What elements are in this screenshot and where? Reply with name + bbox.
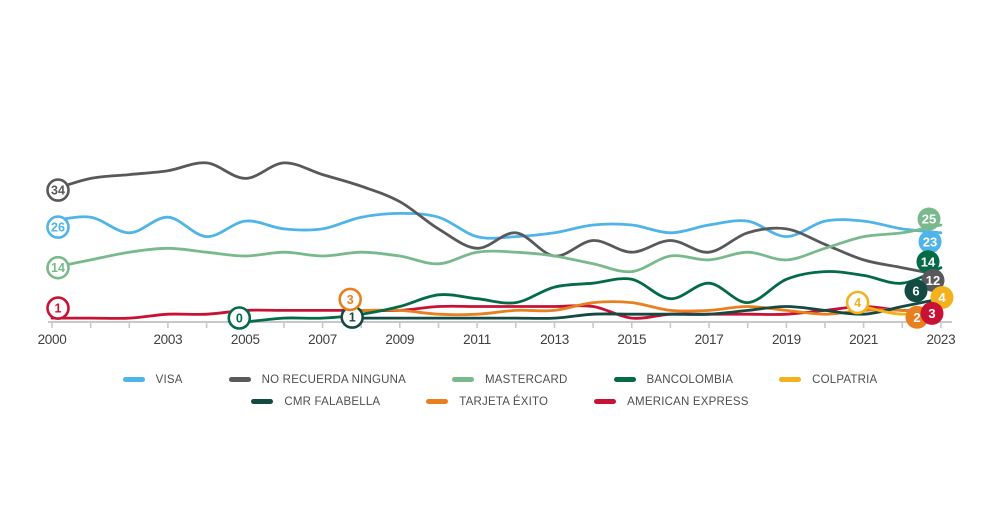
legend-label-colpatria: COLPATRIA bbox=[812, 373, 878, 386]
start-badge-american-express: 1 bbox=[46, 296, 70, 320]
end-badge-cmr-falabella: 6 bbox=[904, 279, 928, 303]
start-badge-circle-bancolombia bbox=[227, 306, 252, 330]
start-badge-value-no-recuerda-ninguna: 34 bbox=[51, 184, 65, 198]
end-badge-circle-cmr-falabella bbox=[904, 279, 928, 303]
legend-label-cmr-falabella: CMR FALABELLA bbox=[284, 395, 381, 408]
x-axis-label-2005: 2005 bbox=[231, 332, 260, 347]
legend-swatch-colpatria bbox=[779, 377, 802, 382]
start-badge-visa: 26 bbox=[46, 215, 70, 239]
x-axis-label-2015: 2015 bbox=[617, 332, 646, 347]
x-axis-label-2017: 2017 bbox=[695, 332, 724, 347]
start-badge-circle-colpatria bbox=[845, 290, 870, 315]
x-axis-label-2007: 2007 bbox=[308, 332, 337, 347]
legend-item-no-recuerda-ninguna: NO RECUERDA NINGUNA bbox=[228, 373, 407, 386]
end-badge-circle-american-express bbox=[920, 301, 944, 325]
end-badge-value-bancolombia: 14 bbox=[921, 254, 936, 269]
legend-label-bancolombia: BANCOLOMBIA bbox=[646, 373, 734, 386]
start-badge-circle-mastercard bbox=[46, 255, 70, 280]
start-badge-value-american-express: 1 bbox=[55, 302, 62, 316]
end-badge-value-american-express: 3 bbox=[928, 306, 935, 321]
x-axis-label-2000: 2000 bbox=[38, 332, 67, 347]
end-badge-value-colpatria: 4 bbox=[938, 290, 946, 305]
end-badge-mastercard: 25 bbox=[917, 207, 941, 231]
series-line-mastercard bbox=[50, 223, 943, 274]
start-badge-no-recuerda-ninguna: 34 bbox=[46, 178, 70, 202]
start-badge-circle-american-express bbox=[46, 296, 70, 320]
x-axis-label-2013: 2013 bbox=[540, 332, 569, 347]
series-line-cmr-falabella bbox=[359, 297, 943, 320]
start-badge-value-mastercard: 14 bbox=[51, 261, 65, 275]
end-badge-circle-no-recuerda-ninguna bbox=[921, 268, 945, 292]
legend-swatch-visa bbox=[122, 377, 145, 382]
start-badge-value-colpatria: 4 bbox=[854, 296, 861, 310]
start-badge-circle-visa bbox=[46, 215, 70, 239]
legend-label-mastercard: MASTERCARD bbox=[485, 373, 568, 386]
x-axis-label-2009: 2009 bbox=[385, 332, 414, 347]
start-badge-value-tarjeta-exito: 3 bbox=[347, 293, 354, 307]
end-badge-value-mastercard: 25 bbox=[922, 212, 936, 227]
start-badge-mastercard: 14 bbox=[46, 255, 70, 280]
x-axis-label-2023: 2023 bbox=[926, 332, 955, 347]
start-badge-bancolombia: 0 bbox=[227, 306, 252, 330]
start-badge-circle-tarjeta-exito bbox=[338, 287, 363, 312]
legend-swatch-bancolombia bbox=[613, 377, 636, 382]
end-badge-circle-bancolombia bbox=[916, 250, 940, 274]
legend-item-cmr-falabella: CMR FALABELLA bbox=[251, 396, 380, 408]
end-badge-value-visa: 23 bbox=[923, 234, 937, 249]
legend-item-bancolombia: BANCOLOMBIA bbox=[613, 373, 734, 386]
legend-row-1: VISA NO RECUERDA NINGUNA MASTERCARD BANCOLO… bbox=[0, 372, 1000, 387]
legend-item-colpatria: COLPATRIA bbox=[779, 374, 877, 386]
start-badge-value-visa: 26 bbox=[51, 221, 65, 235]
legend-swatch-tarjeta-exito bbox=[426, 399, 449, 404]
start-badge-value-bancolombia: 0 bbox=[236, 312, 243, 326]
legend-swatch-american-express bbox=[594, 399, 617, 404]
end-badge-circle-visa bbox=[918, 230, 942, 254]
legend-swatch-mastercard bbox=[452, 377, 475, 382]
x-axis-label-2021: 2021 bbox=[849, 332, 878, 347]
end-badge-no-recuerda-ninguna: 12 bbox=[921, 268, 945, 292]
series-line-visa bbox=[50, 212, 943, 240]
end-badge-bancolombia: 14 bbox=[916, 250, 940, 274]
series-line-american-express bbox=[50, 304, 943, 320]
x-axis-label-2019: 2019 bbox=[772, 332, 801, 347]
end-badge-visa: 23 bbox=[918, 230, 942, 254]
start-badge-tarjeta-exito: 3 bbox=[338, 287, 363, 312]
legend: VISA NO RECUERDA NINGUNA MASTERCARD BANCOLO… bbox=[0, 372, 1000, 409]
end-badge-value-no-recuerda-ninguna: 12 bbox=[926, 273, 940, 288]
legend-label-no-recuerda-ninguna: NO RECUERDA NINGUNA bbox=[261, 373, 407, 386]
legend-item-american-express: AMERICAN EXPRESS bbox=[594, 396, 748, 408]
legend-item-visa: VISA bbox=[122, 373, 183, 386]
start-badge-circle-no-recuerda-ninguna bbox=[46, 178, 70, 202]
legend-label-american-express: AMERICAN EXPRESS bbox=[627, 395, 749, 408]
legend-label-visa: VISA bbox=[155, 373, 183, 386]
series-line-no-recuerda-ninguna bbox=[50, 161, 943, 277]
start-badge-colpatria: 4 bbox=[845, 290, 870, 315]
legend-label-tarjeta-exito: TARJETA ÉXITO bbox=[459, 395, 549, 408]
legend-swatch-no-recuerda-ninguna bbox=[228, 377, 251, 382]
end-badge-circle-mastercard bbox=[917, 207, 941, 231]
legend-swatch-cmr-falabella bbox=[251, 399, 274, 404]
end-badge-american-express: 3 bbox=[920, 301, 944, 325]
end-badge-value-tarjeta-exito: 2 bbox=[913, 310, 920, 325]
x-axis-label-2011: 2011 bbox=[463, 332, 491, 347]
x-axis-label-2003: 2003 bbox=[153, 332, 182, 347]
start-badge-value-cmr-falabella: 1 bbox=[349, 311, 356, 325]
legend-item-mastercard: MASTERCARD bbox=[452, 374, 568, 386]
legend-row-2: CMR FALABELLA TARJETA ÉXITO AMERICAN EXPRE… bbox=[0, 394, 1000, 409]
legend-item-tarjeta-exito: TARJETA ÉXITO bbox=[426, 396, 548, 408]
end-badge-value-cmr-falabella: 6 bbox=[912, 283, 919, 298]
